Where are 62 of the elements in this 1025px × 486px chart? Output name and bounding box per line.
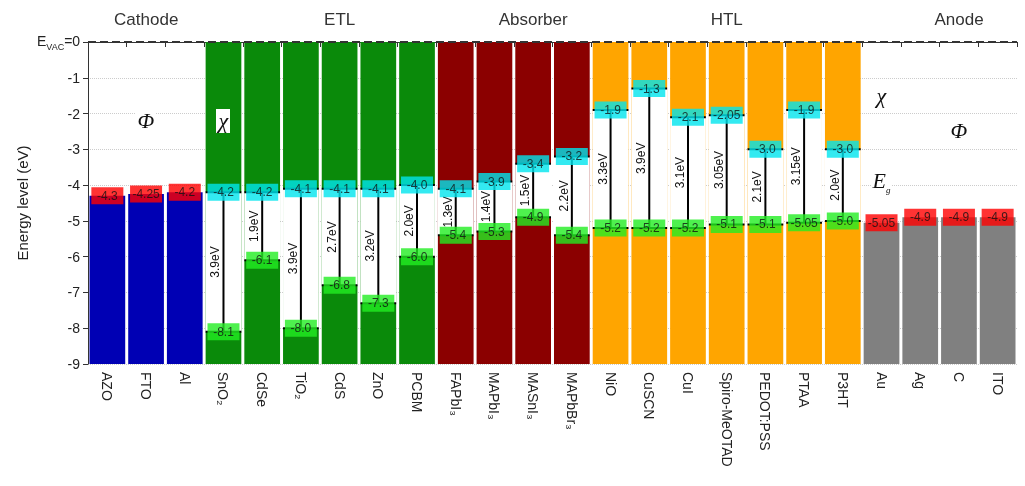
x-tick-label: SnO₂ — [215, 372, 232, 406]
data-label: 2.0eV — [827, 169, 842, 201]
x-tick-label: CuSCN — [641, 372, 658, 420]
data-label: 2.2eV — [556, 180, 571, 212]
x-tick-label: CdSe — [254, 372, 271, 408]
y-tick-label: -1 — [67, 69, 81, 86]
x-tick-label: Al — [176, 372, 193, 385]
y-tick-label: -8 — [67, 320, 81, 337]
data-label: 3.05eV — [711, 150, 726, 189]
x-tick-label: FTO — [138, 372, 155, 400]
data-label: 3.9eV — [634, 142, 649, 174]
annotation: χ — [874, 82, 889, 108]
text: Anode — [934, 10, 984, 30]
data-label: 1.9eV — [247, 210, 262, 242]
y-axis-title: Energy level (eV) — [14, 145, 31, 261]
x-tick-label: AZO — [99, 372, 116, 401]
y-tick-label: -6 — [67, 248, 81, 265]
x-tick-label: P3HT — [834, 372, 851, 409]
x-tick-label: ITO — [989, 372, 1006, 396]
text: Cathode — [114, 10, 179, 30]
data-label: 3.9eV — [285, 242, 300, 275]
x-tick-label: PTAA — [796, 372, 813, 409]
x-tick-label: C — [950, 372, 967, 383]
x-tick-label: MAPbBr₃ — [563, 372, 580, 430]
data-label: 3.1eV — [672, 156, 687, 189]
data-label: 1.3eV — [440, 196, 455, 228]
text: ETL — [324, 10, 356, 30]
x-tick-label: PCBM — [409, 372, 426, 413]
text: Absorber — [498, 10, 568, 30]
y-tick-label: -5 — [67, 212, 81, 229]
text: HTL — [710, 10, 743, 30]
data-label: 1.5eV — [518, 174, 533, 207]
x-tick-label: CdS — [331, 372, 348, 400]
annotation: E$_{g}$ — [870, 167, 893, 202]
data-label: 2.7eV — [324, 221, 339, 253]
y-tick-label: -4 — [67, 177, 81, 194]
x-tick-label: Ag — [912, 372, 929, 390]
y-tick-label: E$_{VAC}$=0 — [37, 32, 81, 52]
data-label: 2.1eV — [750, 171, 765, 203]
data-label: 3.2eV — [363, 230, 378, 262]
x-tick-label: TiO₂ — [292, 372, 309, 400]
y-tick-label: -7 — [67, 284, 81, 301]
x-tick-label: FAPbI₃ — [447, 372, 464, 416]
data-label: 2.0eV — [402, 205, 417, 237]
x-tick-label: Spiro-MeOTAD — [718, 372, 735, 467]
data-label: 3.15eV — [789, 147, 804, 186]
annotation: Φ — [135, 107, 157, 133]
x-tick-label: CuI — [679, 372, 696, 394]
x-tick-label: NiO — [602, 372, 619, 397]
x-tick-label: Au — [873, 372, 890, 390]
annotation: χ — [216, 107, 231, 133]
x-tick-label: MASnI₃ — [525, 372, 542, 420]
data-label: 3.3eV — [595, 153, 610, 185]
x-tick-label: ZnO — [370, 372, 387, 400]
y-tick-label: -3 — [67, 141, 81, 158]
annotation: Φ — [948, 118, 970, 144]
y-tick-label: -2 — [67, 105, 81, 122]
y-tick-label: -9 — [67, 356, 81, 372]
x-tick-label: PEDOT:PSS — [757, 372, 774, 451]
data-label: 1.4eV — [479, 190, 494, 223]
data-label: 3.9eV — [208, 246, 223, 278]
x-tick-label: MAPbI₃ — [486, 372, 503, 420]
